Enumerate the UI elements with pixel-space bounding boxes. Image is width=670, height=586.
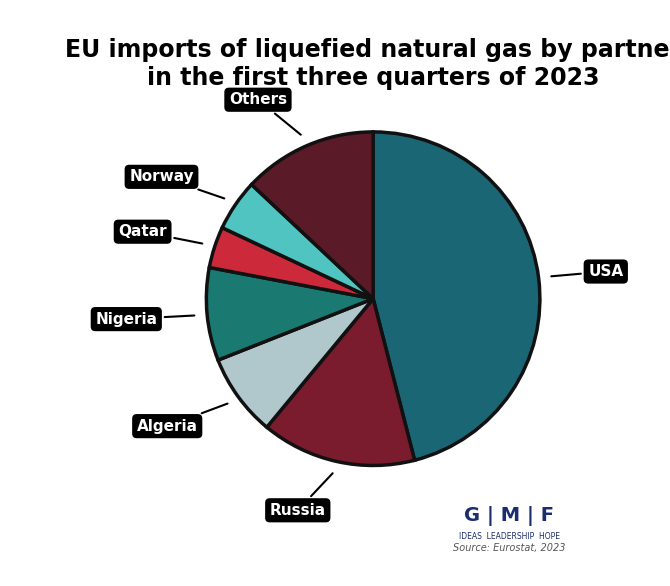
Wedge shape [373,132,540,460]
Wedge shape [206,267,373,360]
Wedge shape [251,132,373,299]
Wedge shape [209,228,373,299]
Text: IDEAS  LEADERSHIP  HOPE: IDEAS LEADERSHIP HOPE [459,532,559,541]
Wedge shape [222,185,373,299]
Text: Source: Eurostat, 2023: Source: Eurostat, 2023 [453,543,565,553]
Text: Norway: Norway [129,169,224,199]
Wedge shape [267,299,415,465]
Title: EU imports of liquefied natural gas by partner
in the first three quarters of 20: EU imports of liquefied natural gas by p… [65,39,670,90]
Text: G | M | F: G | M | F [464,506,554,526]
Text: Russia: Russia [270,473,333,518]
Text: USA: USA [551,264,623,279]
Wedge shape [218,299,373,427]
Text: Others: Others [229,92,301,135]
Text: Nigeria: Nigeria [95,312,194,326]
Text: Algeria: Algeria [137,404,228,434]
Text: Qatar: Qatar [119,224,202,244]
